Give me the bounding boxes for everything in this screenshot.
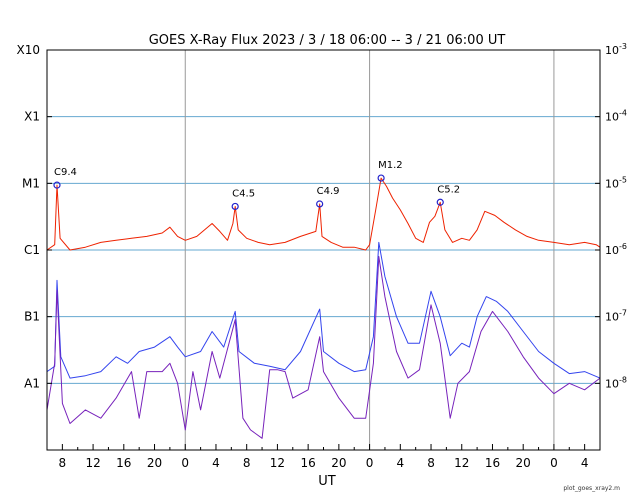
x-tick-label: 0 xyxy=(550,456,558,470)
right-tick-label: 10-3 xyxy=(605,42,627,57)
horizontal-gridlines xyxy=(47,116,600,384)
x-axis-label: UT xyxy=(318,474,336,489)
flare-marker xyxy=(53,181,61,189)
x-tick-label: 20 xyxy=(516,456,531,470)
flare-annotations: C9.4 C4.5 C4.9 M1.2 C5.2 xyxy=(53,160,460,211)
x-tick-label: 20 xyxy=(147,456,162,470)
left-tick-label: M1 xyxy=(22,176,40,190)
day-boundary-gridlines xyxy=(184,50,555,450)
left-tick-label: A1 xyxy=(24,376,40,390)
flare-label: C4.9 xyxy=(317,186,340,197)
x-axis-ticks: 8 12 16 20 0 4 8 12 16 20 0 4 8 12 16 20 0 4 xyxy=(46,444,601,470)
chart-title: GOES X-Ray Flux 2023 / 3 / 18 06:00 -- 3… xyxy=(149,33,506,48)
flare-label: M1.2 xyxy=(378,160,403,171)
right-tick-label: 10-4 xyxy=(605,109,627,124)
x-tick-label: 16 xyxy=(300,456,315,470)
left-axis-ticks: A1 B1 C1 M1 X1 X10 xyxy=(17,43,52,390)
right-tick-label: 10-8 xyxy=(605,375,627,390)
series-line-1 xyxy=(46,241,601,379)
left-tick-label: X1 xyxy=(24,110,40,124)
right-axis-ticks: 10-3 10-4 10-5 10-6 10-7 10-8 xyxy=(595,42,627,390)
x-tick-label: 12 xyxy=(454,456,469,470)
left-tick-label: B1 xyxy=(24,310,40,324)
left-tick-label: X10 xyxy=(17,43,41,57)
x-tick-label: 4 xyxy=(396,456,404,470)
x-tick-label: 4 xyxy=(581,456,589,470)
x-tick-label: 8 xyxy=(243,456,251,470)
flare-label: C4.5 xyxy=(232,188,255,199)
flare-marker xyxy=(377,174,385,182)
plot-credit: plot_goes_xray2.m xyxy=(563,485,620,492)
right-tick-label: 10-6 xyxy=(605,242,627,257)
flare-marker xyxy=(436,198,444,206)
x-tick-label: 0 xyxy=(366,456,374,470)
left-tick-label: C1 xyxy=(24,243,40,257)
x-tick-label: 12 xyxy=(85,456,100,470)
flare-marker xyxy=(316,200,324,208)
x-tick-label: 16 xyxy=(485,456,500,470)
flux-series xyxy=(46,177,601,439)
x-tick-label: 8 xyxy=(427,456,435,470)
x-tick-label: 12 xyxy=(270,456,285,470)
flare-marker xyxy=(231,202,239,211)
x-tick-label: 8 xyxy=(59,456,67,470)
x-tick-label: 0 xyxy=(181,456,189,470)
right-tick-label: 10-5 xyxy=(605,175,627,190)
series-line-0 xyxy=(46,177,601,251)
x-tick-label: 4 xyxy=(212,456,220,470)
series-line-2 xyxy=(46,256,601,439)
flare-label: C9.4 xyxy=(54,167,77,178)
flare-label: C5.2 xyxy=(437,184,460,195)
x-tick-label: 20 xyxy=(331,456,346,470)
right-tick-label: 10-7 xyxy=(605,309,627,324)
x-tick-label: 16 xyxy=(116,456,131,470)
